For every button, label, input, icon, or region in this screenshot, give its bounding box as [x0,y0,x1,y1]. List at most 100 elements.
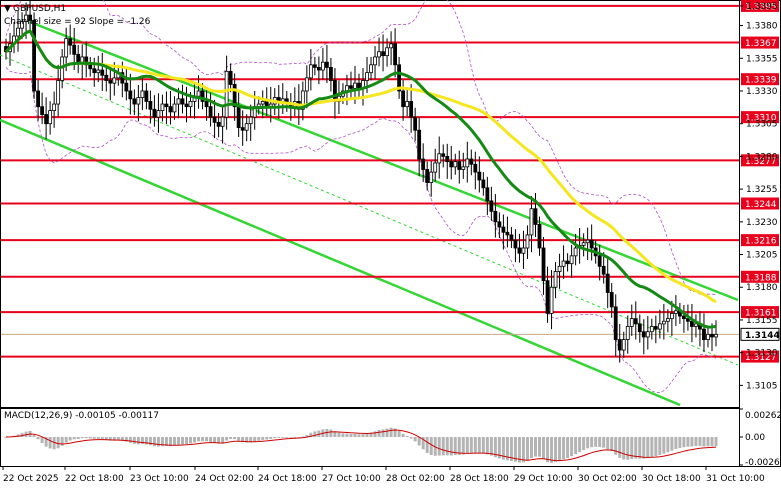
candle-body [445,155,450,163]
macd-histogram-bar [297,437,301,438]
macd-histogram-bar [425,437,429,453]
candle-body [481,179,486,189]
macd-histogram-bar [598,437,602,448]
candle-body [557,265,562,272]
macd-histogram-bar [586,437,590,449]
candle-body [104,74,109,81]
macd-histogram-bar [333,431,337,437]
candle-body [597,255,602,267]
macd-histogram-bar [698,437,702,446]
level-tag [741,197,779,210]
macd-histogram-bar [197,437,201,442]
macd-histogram-bar [176,437,180,445]
macd-histogram-bar [445,437,449,456]
candle-body [216,121,221,127]
candle-body [545,280,550,314]
candle-body [653,326,658,330]
candle-body [409,101,414,118]
macd-histogram-bar [189,437,193,444]
candle-body [485,187,490,202]
macd-histogram-bar [152,437,156,447]
macd-histogram-bar [606,437,610,450]
candle-body [489,200,494,212]
macd-histogram-bar [140,437,144,445]
macd-histogram-bar [682,437,686,448]
level-label: 1.3367 [745,39,777,49]
candle-body [316,67,321,71]
price-tick-label: 1.3105 [746,381,778,391]
macd-histogram-bar [301,436,305,438]
candle-body [148,101,153,110]
candle-body [48,110,53,125]
candle-body [100,69,105,76]
candle-body [525,234,530,249]
time-label: 24 Oct 02:00 [195,474,254,484]
candle-body [168,106,173,113]
candle-body [308,64,313,79]
price-tick-label: 1.3155 [746,316,778,326]
macd-histogram-bar [710,437,714,447]
macd-histogram-bar [180,437,184,445]
price-tick-label: 1.3330 [746,87,778,97]
macd-histogram-bar [341,433,345,437]
candle-body [397,64,402,92]
macd-histogram-bar [570,437,574,457]
level-label: 1.3339 [745,76,777,86]
macd-histogram-bar [457,437,461,455]
candle-body [369,64,373,74]
candle-body [425,169,430,183]
macd-histogram-bar [269,437,273,440]
macd-histogram-bar [72,437,76,440]
macd-histogram-bar [590,437,594,448]
candle-body [473,163,478,173]
macd-histogram-bar [257,437,261,441]
macd-histogram-bar [172,437,176,446]
candle-body [140,90,145,98]
macd-histogram-bar [353,433,357,437]
candle-body [152,108,157,118]
macd-histogram-bar [273,437,277,439]
candle-body [686,318,690,322]
candle-body [312,64,317,68]
candle-body [493,210,498,223]
macd-histogram-bar [538,437,542,457]
macd-histogram-bar [229,437,233,440]
macd-axis-label: 0.00 [745,433,765,443]
macd-histogram-bar [373,431,377,437]
candle-body [405,101,410,108]
macd-histogram-bar [124,437,128,442]
macd-histogram-bar [505,437,509,461]
candle-body [585,239,590,244]
candle-body [553,271,558,288]
macd-histogram-bar [686,437,690,447]
candle-body [88,64,93,70]
macd-histogram-bar [385,428,389,437]
moving-average-fast [4,29,717,329]
candle-body [393,43,397,66]
candle-body [385,47,389,57]
macd-histogram-bar [357,434,361,437]
candle-body [433,162,438,173]
level-label: 1.3216 [745,237,777,247]
macd-histogram-bar [513,437,517,462]
candle-body [389,43,393,49]
macd-histogram-bar [626,437,630,460]
candle-body [501,226,506,233]
candle-body [108,80,113,84]
candle-body [204,101,209,108]
candle-body [244,123,249,131]
candle-body [633,318,638,325]
candle-body [232,84,237,108]
candle-body [629,318,634,327]
candle-body [28,14,32,21]
candle-body [661,320,666,325]
candle-body [92,68,97,74]
macd-histogram-bar [441,437,445,456]
macd-histogram-bar [96,437,100,439]
macd-histogram-bar [281,437,285,438]
candle-body [417,129,422,160]
moving-average-slow [4,29,717,304]
time-label: 24 Oct 18:00 [258,474,317,484]
candle-body [601,265,606,275]
macd-histogram-bar [221,437,225,444]
